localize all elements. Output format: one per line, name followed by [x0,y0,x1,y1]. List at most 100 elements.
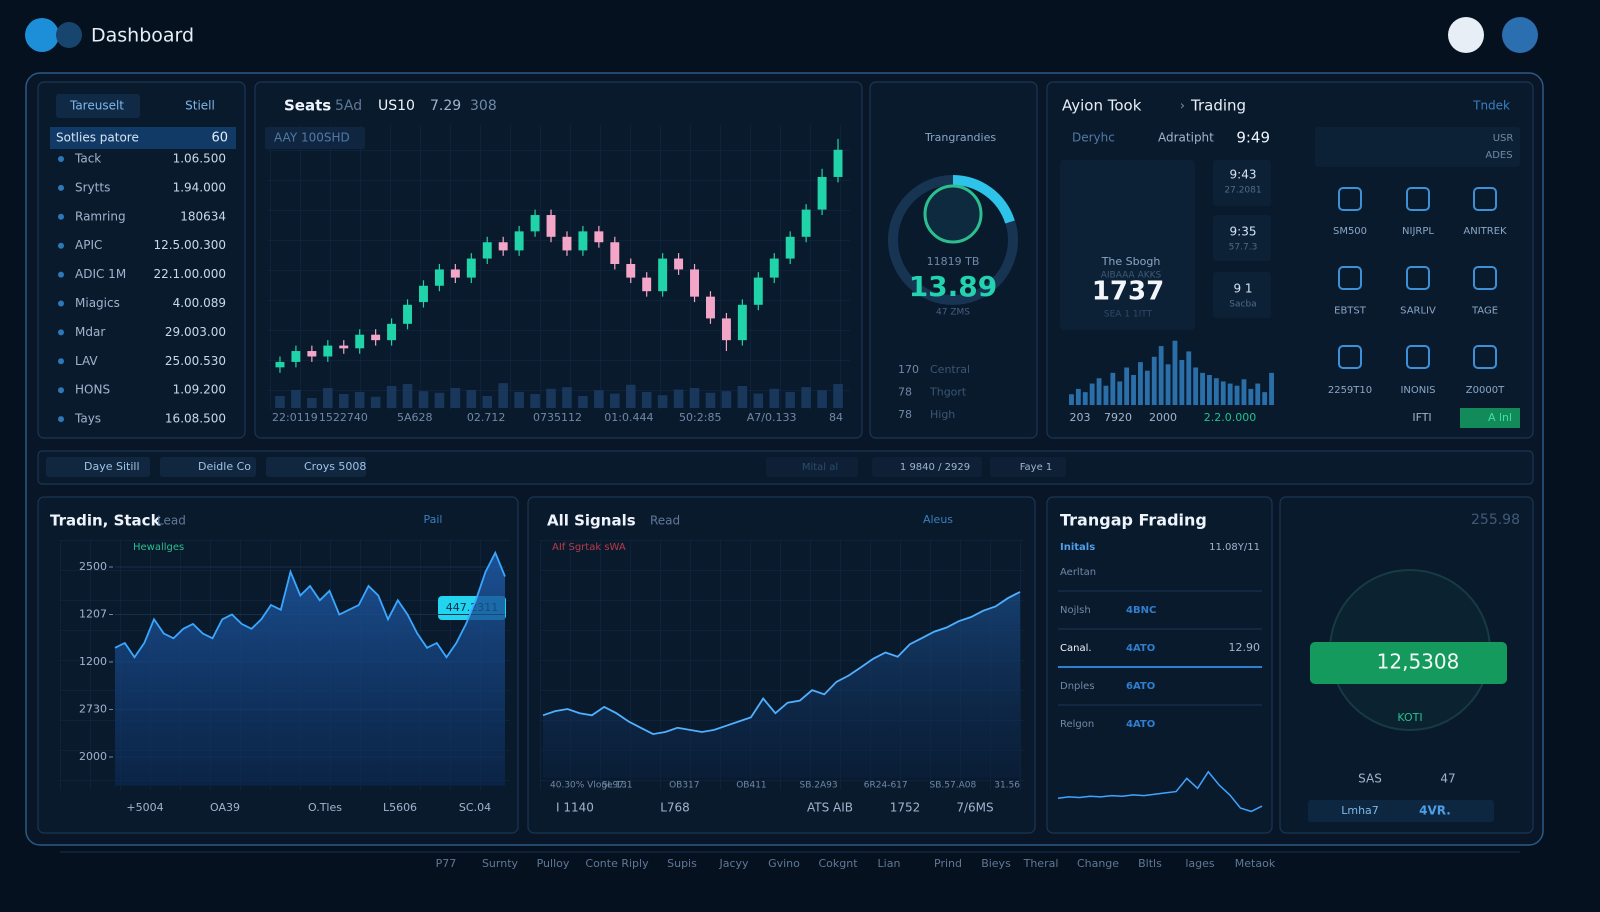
app-icon[interactable] [1338,266,1362,290]
nav-item[interactable]: Metaok [1235,857,1276,870]
icon-label[interactable]: SM500 [1333,226,1367,237]
candle-body [817,176,827,210]
bar [1255,383,1261,405]
row-name[interactable]: Srytts [75,180,110,194]
icon-label[interactable]: TAGE [1471,306,1498,317]
icon-label[interactable]: Z0000T [1466,385,1505,396]
row-name[interactable]: Relgon [1060,719,1094,730]
icon-button-bg[interactable] [1460,408,1520,428]
row-name[interactable]: Aerltan [1060,567,1096,578]
nav-item[interactable]: Lian [878,857,901,870]
pill[interactable] [990,457,1066,477]
coin-label: The Sbogh [1101,255,1161,268]
volume-bar [530,394,540,408]
watchlist-selected-row[interactable] [50,127,236,149]
app-icon[interactable] [1473,345,1497,369]
side-value: 9 1 [1233,282,1252,296]
candle-body [610,242,620,264]
pill[interactable] [266,457,366,477]
nav-item[interactable]: Change [1077,857,1119,870]
bar [1069,394,1074,405]
profile-button[interactable] [1448,17,1484,53]
nav-item[interactable]: Bieys [981,857,1011,870]
nav-item[interactable]: P77 [436,857,457,870]
tab[interactable]: Tareuselt [69,99,124,113]
tab-bg[interactable] [56,94,140,118]
row-name[interactable]: Tays [74,412,101,426]
y-tick-label: 1200 [79,655,107,668]
tab[interactable]: Deryhc [1072,131,1115,145]
volume-bar [386,386,397,408]
row-name[interactable]: HONS [75,383,110,397]
button[interactable]: Aleus [923,513,953,526]
app-icon[interactable] [1338,345,1362,369]
icon-label[interactable]: EBTST [1334,306,1367,317]
pill-label[interactable]: 1 9840 / 2929 [900,462,970,473]
side-value: 9:43 [1230,168,1257,182]
nav-item[interactable]: Conte Riply [585,857,649,870]
menu-button[interactable] [1502,17,1538,53]
nav-item[interactable]: lages [1185,857,1215,870]
nav-item[interactable]: Bltls [1138,857,1162,870]
row-icon [58,242,64,249]
row-name[interactable]: Mdar [75,325,105,339]
gauge-panel [869,81,1038,439]
row-value: 1.09.200 [173,383,226,397]
icon-label[interactable]: SARLIV [1400,306,1436,317]
side-value: 9:35 [1230,225,1257,239]
row-name[interactable]: ADIC 1M [75,267,126,281]
app-icon[interactable] [1338,187,1362,211]
row-name[interactable]: Nojlsh [1060,605,1091,616]
row-name[interactable]: Dnples [1060,681,1095,692]
nav-item[interactable]: Pulloy [537,857,570,870]
row-name[interactable]: APIC [75,238,102,252]
button[interactable]: Tndek [1472,99,1510,113]
row-name[interactable]: Ramring [75,209,126,223]
bar [1117,381,1123,405]
nav-item[interactable]: Prind [934,857,962,870]
balance-bg[interactable] [1310,642,1507,684]
pill-label[interactable]: Daye Sitill [84,460,140,473]
panel-title: All Signals [547,512,636,530]
gauge-arc [952,175,1015,224]
pill[interactable] [766,457,858,477]
row-name[interactable]: Miagics [75,296,120,310]
app-icon[interactable] [1406,266,1430,290]
pill[interactable] [872,457,982,477]
nav-item[interactable]: Supis [667,857,697,870]
pill[interactable] [46,457,150,477]
row-name[interactable]: LAV [75,354,98,368]
row-name[interactable]: Tack [74,152,101,166]
icon-label[interactable]: ANITREK [1463,226,1507,237]
tab[interactable]: Adratipht [1158,131,1214,145]
icon-footer: IFTI [1412,411,1431,424]
pill-label[interactable]: Deidle Co [198,460,251,473]
pill-label[interactable]: Croys 5008 [304,460,366,473]
footer-value: +5004 [126,801,163,814]
tab[interactable]: Trangrandies [924,131,996,144]
candle-body [594,231,604,243]
pill[interactable] [160,457,256,477]
button[interactable]: A lnl [1488,411,1512,424]
pill-label[interactable]: Mital al [802,462,838,473]
pill-label[interactable]: Faye 1 [1020,462,1053,473]
icon-label[interactable]: INONIS [1400,385,1435,396]
candle-body [546,215,556,237]
app-icon[interactable] [1406,187,1430,211]
nav-item[interactable]: Gvino [768,857,800,870]
nav-item[interactable]: Cokgnt [818,857,858,870]
nav-item[interactable]: Theral [1023,857,1059,870]
x-tick-label: OB317 [669,781,699,791]
x-tick-label: 02.712 [467,411,506,424]
icon-label[interactable]: NIJRPL [1402,226,1434,237]
row-name[interactable]: Canal. [1060,643,1092,654]
app-icon[interactable] [1473,266,1497,290]
app-icon[interactable] [1473,187,1497,211]
nav-item[interactable]: Jacyy [718,857,749,870]
nav-item[interactable]: Surnty [482,857,519,870]
button[interactable]: Pail [424,513,443,526]
tab[interactable]: Stiell [185,99,215,113]
icon-label[interactable]: 2259T10 [1328,385,1372,396]
app-icon[interactable] [1406,345,1430,369]
